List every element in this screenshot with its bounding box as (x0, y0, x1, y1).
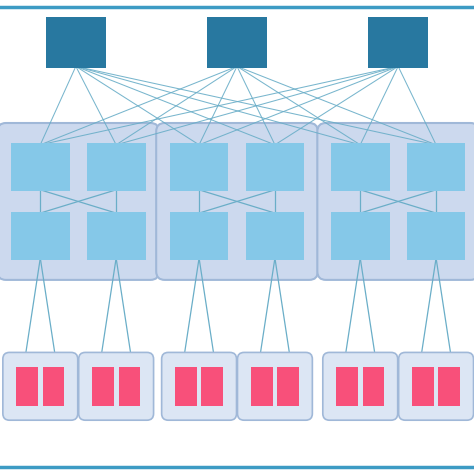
FancyBboxPatch shape (207, 17, 267, 68)
FancyBboxPatch shape (277, 367, 299, 406)
FancyBboxPatch shape (156, 123, 318, 280)
FancyBboxPatch shape (3, 353, 78, 420)
FancyBboxPatch shape (412, 367, 434, 406)
FancyBboxPatch shape (363, 367, 384, 406)
FancyBboxPatch shape (237, 353, 312, 420)
FancyBboxPatch shape (438, 367, 460, 406)
FancyBboxPatch shape (170, 212, 228, 260)
FancyBboxPatch shape (43, 367, 64, 406)
FancyBboxPatch shape (331, 212, 390, 260)
FancyBboxPatch shape (118, 367, 140, 406)
FancyBboxPatch shape (162, 353, 237, 420)
FancyBboxPatch shape (175, 367, 197, 406)
FancyBboxPatch shape (368, 17, 428, 68)
FancyBboxPatch shape (336, 367, 358, 406)
FancyBboxPatch shape (251, 367, 273, 406)
FancyBboxPatch shape (246, 144, 304, 191)
FancyBboxPatch shape (246, 212, 304, 260)
FancyBboxPatch shape (11, 212, 70, 260)
FancyBboxPatch shape (407, 144, 465, 191)
FancyBboxPatch shape (92, 367, 114, 406)
FancyBboxPatch shape (87, 212, 146, 260)
FancyBboxPatch shape (407, 212, 465, 260)
FancyBboxPatch shape (318, 123, 474, 280)
FancyBboxPatch shape (323, 353, 398, 420)
FancyBboxPatch shape (79, 353, 154, 420)
FancyBboxPatch shape (170, 144, 228, 191)
FancyBboxPatch shape (87, 144, 146, 191)
FancyBboxPatch shape (0, 123, 159, 280)
FancyBboxPatch shape (46, 17, 106, 68)
FancyBboxPatch shape (201, 367, 223, 406)
FancyBboxPatch shape (16, 367, 38, 406)
FancyBboxPatch shape (11, 144, 70, 191)
FancyBboxPatch shape (399, 353, 474, 420)
FancyBboxPatch shape (331, 144, 390, 191)
